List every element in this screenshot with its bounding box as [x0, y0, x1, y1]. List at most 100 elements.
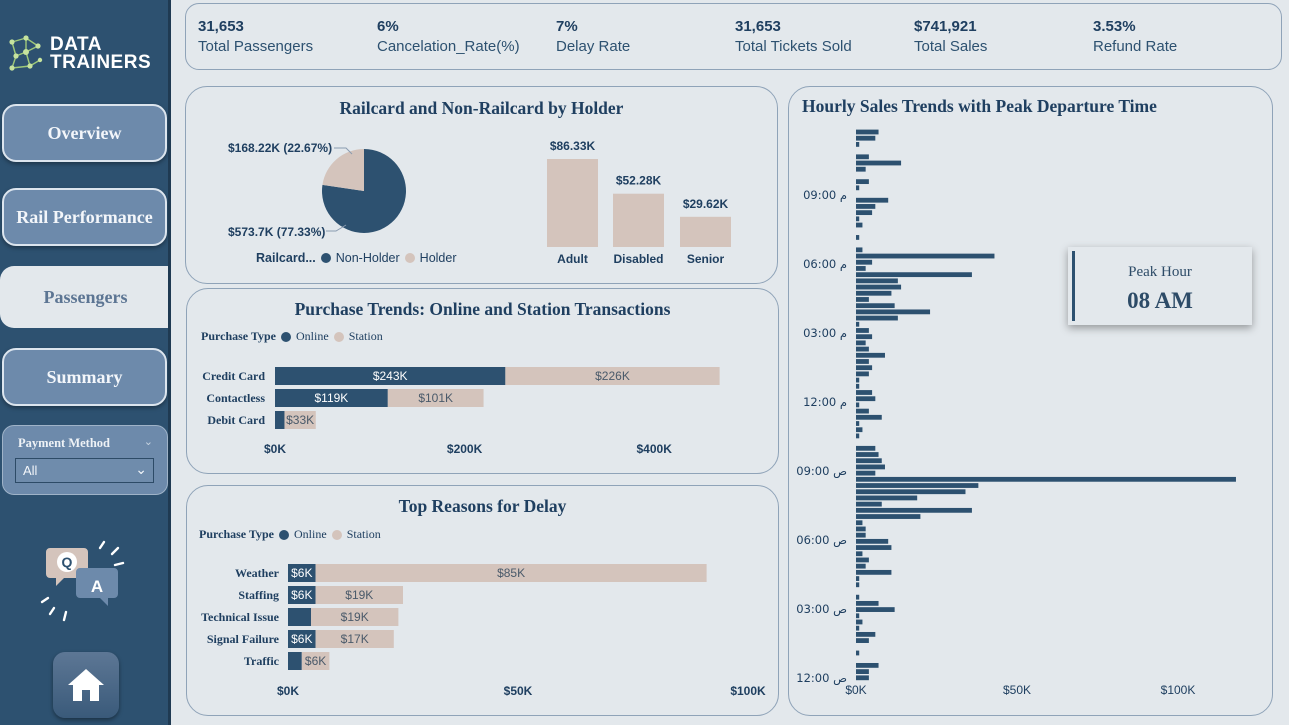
y-tick-label: 12:00 م — [803, 395, 847, 409]
hour-bar — [856, 334, 873, 340]
y-tick-label: 03:00 م — [803, 326, 847, 340]
legend-dot-station — [331, 529, 342, 540]
railcard-panel: Railcard and Non-Railcard by Holder $168… — [185, 86, 778, 284]
pie-label-holder: $168.22K (22.67%) — [228, 141, 332, 155]
hour-bar — [856, 452, 879, 457]
kpi-total-sales: $741,921 Total Sales — [914, 18, 987, 55]
nav-overview-button[interactable]: Overview — [2, 104, 167, 162]
nav-rail-performance-button[interactable]: Rail Performance — [2, 188, 167, 246]
x-tick-label: $0K — [264, 442, 286, 456]
kpi-label: Cancelation_Rate(%) — [377, 38, 520, 55]
legend-item-station[interactable]: Station — [348, 329, 383, 343]
hour-bar — [856, 669, 869, 674]
bar-online — [288, 630, 316, 648]
bar-senior — [680, 216, 731, 247]
bar-station-label: $85K — [497, 566, 525, 580]
hour-bar — [856, 297, 869, 302]
hour-bar — [856, 476, 1236, 482]
hour-bar — [856, 377, 860, 383]
dropdown-chevron-icon: ⌄ — [135, 461, 147, 477]
hour-bar — [856, 142, 860, 147]
row-category-label: Staffing — [238, 588, 279, 602]
bar-station — [284, 411, 316, 429]
hour-bar — [856, 179, 869, 185]
hour-bar — [856, 495, 918, 501]
chevron-down-icon[interactable]: ⌄ — [143, 436, 153, 448]
hour-bar — [856, 266, 866, 271]
hour-bar — [856, 197, 889, 203]
bar-adult — [547, 159, 598, 247]
hour-bar — [856, 569, 892, 575]
legend-item-holder[interactable]: Holder — [419, 251, 457, 265]
hour-bar — [856, 576, 860, 581]
y-tick-label: 03:00 ص — [796, 602, 847, 617]
legend-dot-holder — [404, 253, 415, 263]
hour-bar — [856, 259, 873, 265]
hour-bar — [856, 235, 860, 240]
row-category-label: Contactless — [206, 391, 265, 405]
nav-summary-button[interactable]: Summary — [2, 348, 167, 406]
network-logo-icon — [9, 35, 43, 71]
kpi-value: 6% — [377, 18, 399, 35]
sidebar: DATA TRAINERS Overview Rail Performance … — [0, 0, 171, 725]
hour-bar — [856, 414, 882, 420]
kpi-total-passengers: 31,653 Total Passengers — [198, 18, 313, 55]
row-category-label: Debit Card — [207, 413, 265, 427]
kpi-label: Total Tickets Sold — [735, 38, 852, 55]
bar-online — [288, 652, 302, 670]
bar-station — [315, 586, 403, 604]
peak-hour-card: Peak Hour 08 AM — [1068, 247, 1252, 325]
bar-online-label: $6K — [291, 632, 312, 646]
hour-bar — [856, 557, 869, 563]
hour-bar — [856, 166, 866, 172]
nav-passengers-button[interactable]: Passengers — [0, 266, 171, 328]
payment-method-slicer: Payment Method ⌄ All ⌄ — [2, 425, 168, 495]
kpi-value: 31,653 — [735, 18, 781, 35]
payment-method-dropdown[interactable]: All ⌄ — [15, 458, 154, 483]
hour-bar — [856, 247, 863, 253]
bar-online — [275, 367, 506, 385]
legend-item-online[interactable]: Online — [296, 329, 329, 343]
hourly-chart: 09:00 م 06:00 م 03:00 م 12:00 م 09:00 ص 06:00… — [796, 129, 1236, 697]
home-button[interactable] — [53, 652, 119, 718]
hour-bar — [856, 210, 873, 216]
bar-online — [275, 389, 388, 407]
hour-bar — [856, 563, 866, 569]
x-tick-label: $50K — [1003, 683, 1031, 697]
hour-bar — [856, 129, 879, 135]
hour-bar — [856, 619, 863, 625]
hour-bar — [856, 507, 972, 513]
legend-item-non-holder[interactable]: Non-Holder — [335, 251, 400, 265]
legend-item-online[interactable]: Online — [294, 527, 327, 541]
hour-bar — [856, 625, 860, 631]
bar-station — [311, 608, 399, 626]
legend-title: Railcard... — [256, 251, 316, 265]
hour-bar — [856, 396, 876, 402]
delay-title: Top Reasons for Delay — [398, 496, 567, 516]
hour-bar — [856, 483, 979, 488]
delay-panel: Top Reasons for Delay Purchase Type Onli… — [186, 485, 779, 716]
qa-chat-icon[interactable]: Q A — [40, 540, 130, 625]
bar-station — [315, 630, 394, 648]
pie-slice-holder — [322, 149, 364, 191]
legend-item-station[interactable]: Station — [346, 527, 381, 541]
railcard-title: Railcard and Non-Railcard by Holder — [339, 98, 624, 118]
kpi-label: Delay Rate — [556, 38, 631, 55]
bar-station-label: $6K — [305, 654, 326, 668]
y-tick-label: 06:00 م — [803, 257, 847, 271]
home-icon — [68, 669, 104, 701]
hour-bar — [856, 160, 902, 166]
hour-bar — [856, 607, 895, 612]
hour-bar — [856, 427, 863, 433]
row-category-label: Signal Failure — [207, 632, 280, 646]
hour-bar — [856, 253, 995, 259]
x-tick-label: $200K — [447, 442, 483, 456]
y-tick-label: 09:00 م — [803, 188, 847, 202]
bar-station — [315, 564, 707, 582]
hour-bar — [856, 135, 876, 141]
qa-q-letter: Q — [62, 554, 73, 570]
hour-bar — [856, 321, 860, 327]
bar-online — [275, 411, 285, 429]
kpi-value: 3.53% — [1093, 18, 1136, 35]
x-tick-label: $50K — [504, 684, 533, 698]
